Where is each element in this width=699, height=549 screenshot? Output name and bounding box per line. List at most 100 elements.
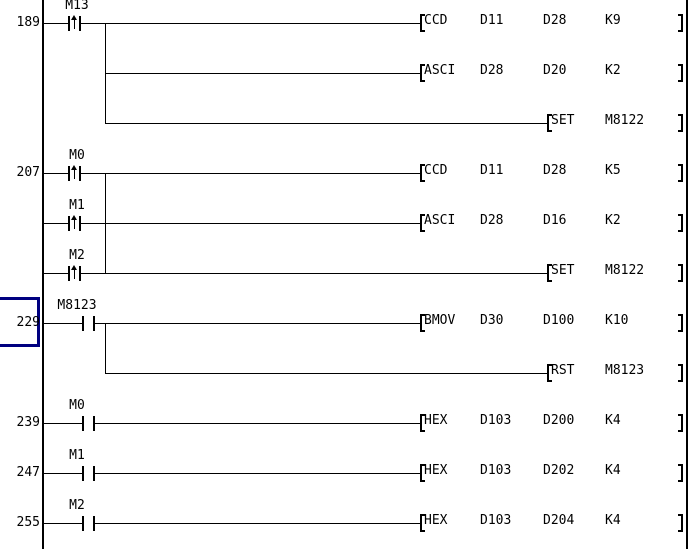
- wire: [44, 423, 82, 424]
- instruction-operand: K2: [605, 213, 621, 228]
- device-label: M2: [69, 498, 85, 513]
- instruction-operand: K5: [605, 163, 621, 178]
- instruction-name: ASCI: [424, 213, 456, 228]
- pulse-arrow-icon: [74, 270, 75, 279]
- instruction-cell[interactable]: [420, 461, 683, 485]
- instruction-name: RST: [551, 363, 575, 378]
- pulse-arrow-icon: [71, 215, 77, 220]
- instruction-operand: D28: [480, 63, 504, 78]
- instruction-operand: D100: [543, 313, 575, 328]
- contact-cell[interactable]: [56, 148, 100, 184]
- contact-cell[interactable]: [70, 298, 114, 334]
- wire: [95, 523, 420, 524]
- instruction-operand: D103: [480, 413, 512, 428]
- wire: [105, 73, 420, 74]
- open-bracket-icon: [420, 514, 425, 532]
- instruction-cell[interactable]: [547, 261, 683, 285]
- instruction-name: BMOV: [424, 313, 456, 328]
- device-label: M2: [69, 248, 85, 263]
- instruction-operand: K10: [605, 313, 629, 328]
- wire: [44, 23, 68, 24]
- close-bracket-icon: [678, 364, 683, 382]
- contact-bar: [82, 316, 84, 331]
- contact-bar: [68, 16, 70, 31]
- close-bracket-icon: [678, 414, 683, 432]
- instruction-operand: D20: [543, 63, 567, 78]
- contact-bar: [68, 166, 70, 181]
- contact-cell[interactable]: [70, 498, 114, 534]
- instruction-cell[interactable]: [547, 111, 683, 135]
- right-power-rail: [686, 0, 688, 549]
- instruction-operand: M8123: [605, 363, 645, 378]
- open-bracket-icon: [420, 214, 425, 232]
- instruction-cell[interactable]: [420, 511, 683, 535]
- contact-bar: [68, 266, 70, 281]
- open-bracket-icon: [547, 264, 552, 282]
- open-bracket-icon: [420, 314, 425, 332]
- contact-bar: [79, 16, 81, 31]
- contact-bar: [82, 416, 84, 431]
- instruction-name: HEX: [424, 513, 448, 528]
- instruction-operand: M8122: [605, 263, 645, 278]
- instruction-operand: D11: [480, 13, 504, 28]
- device-label: M0: [69, 148, 85, 163]
- wire: [105, 373, 547, 374]
- device-label: M8123: [57, 298, 97, 313]
- instruction-operand: K4: [605, 463, 621, 478]
- instruction-cell[interactable]: [420, 311, 683, 335]
- contact-cell[interactable]: [56, 198, 100, 234]
- open-bracket-icon: [420, 164, 425, 182]
- pulse-arrow-icon: [71, 165, 77, 170]
- device-label: M0: [69, 398, 85, 413]
- instruction-cell[interactable]: [420, 161, 683, 185]
- wire: [44, 473, 82, 474]
- contact-cell[interactable]: [70, 448, 114, 484]
- instruction-cell[interactable]: [420, 211, 683, 235]
- wire: [44, 223, 68, 224]
- instruction-operand: K2: [605, 63, 621, 78]
- instruction-name: CCD: [424, 163, 448, 178]
- instruction-operand: D30: [480, 313, 504, 328]
- open-bracket-icon: [420, 64, 425, 82]
- instruction-operand: D202: [543, 463, 575, 478]
- step-number: 189: [16, 15, 40, 30]
- instruction-name: HEX: [424, 463, 448, 478]
- wire: [81, 273, 547, 274]
- close-bracket-icon: [678, 514, 683, 532]
- wire: [95, 423, 420, 424]
- contact-cell[interactable]: [56, 248, 100, 284]
- left-power-rail: [42, 0, 44, 549]
- pulse-arrow-icon: [74, 170, 75, 179]
- contact-cell[interactable]: [70, 398, 114, 434]
- open-bracket-icon: [420, 414, 425, 432]
- contact-cell[interactable]: [56, 0, 100, 34]
- wire: [44, 323, 82, 324]
- instruction-name: SET: [551, 263, 575, 278]
- open-bracket-icon: [420, 14, 425, 32]
- open-bracket-icon: [420, 464, 425, 482]
- instruction-operand: D28: [543, 163, 567, 178]
- contact-bar: [68, 216, 70, 231]
- wire: [105, 123, 547, 124]
- step-number: 247: [16, 465, 40, 480]
- pulse-arrow-icon: [71, 15, 77, 20]
- instruction-cell[interactable]: [420, 11, 683, 35]
- instruction-name: HEX: [424, 413, 448, 428]
- branch-line: [105, 23, 106, 124]
- wire: [44, 523, 82, 524]
- instruction-cell[interactable]: [547, 361, 683, 385]
- contact-bar: [82, 466, 84, 481]
- step-number: 207: [16, 165, 40, 180]
- open-bracket-icon: [547, 114, 552, 132]
- close-bracket-icon: [678, 264, 683, 282]
- wire: [44, 273, 68, 274]
- contact-bar: [93, 466, 95, 481]
- pulse-arrow-icon: [74, 20, 75, 29]
- instruction-cell[interactable]: [420, 411, 683, 435]
- instruction-cell[interactable]: [420, 61, 683, 85]
- selection-cursor: [0, 297, 40, 347]
- contact-bar: [93, 516, 95, 531]
- wire: [81, 173, 420, 174]
- wire: [81, 23, 420, 24]
